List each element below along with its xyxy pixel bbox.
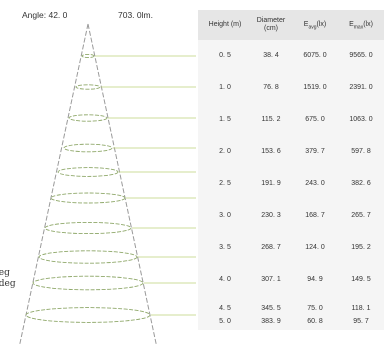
luminous-flux-label: 703. 0lm. [118,10,153,20]
height-cell: 3. 5 [219,244,231,251]
column-header-height: Height (m) [200,10,250,40]
beam-ellipse [44,221,132,235]
cone-outline [19,23,157,344]
table-row: 0. 5 38. 4 6075. 0 9565. 0 [198,47,384,65]
emax-cell: 1063. 0 [349,116,373,123]
table-row: 2. 5 191. 9 243. 0 382. 6 [198,175,384,193]
beam-ellipse [25,307,151,323]
emax-cell: 382. 6 [351,180,371,187]
height-cell: 1. 0 [219,84,231,91]
column-header-emax-symbol: E [349,21,354,28]
diameter-cell: 230. 3 [261,212,281,219]
luminous-flux-text: 703. 0lm. [118,10,153,20]
eavg-cell: 243. 0 [305,180,325,187]
emax-cell: 2391. 0 [349,84,373,91]
beam-ellipse [75,84,101,90]
eavg-cell: 675. 0 [305,116,325,123]
illuminance-table: Height (m) Diameter (cm) Eavg(lx) Emax(l… [198,10,384,330]
table-row: 4. 0 307. 1 94. 9 149. 5 [198,271,384,289]
diameter-cell: 115. 2 [261,116,281,123]
height-cell: 2. 5 [219,180,231,187]
column-header-emax: Emax(lx) [338,10,384,40]
eavg-cell: 379. 7 [305,148,325,155]
cone-left-edge [19,23,89,344]
column-header-height-text: Height (m) [208,21,242,28]
eavg-cell: 94. 9 [307,276,323,283]
height-cell: 5. 0 [219,318,231,325]
emax-cell: 118. 1 [351,305,371,312]
height-cell: 4. 5 [219,305,231,312]
height-cell: 3. 0 [219,212,231,219]
beam-angle-text: Angle: 42. 0 [22,10,68,20]
column-header-diameter-text: Diameter [256,17,286,24]
height-cell: 4. 0 [219,276,231,283]
beam-ellipse [32,275,144,291]
diameter-cell: 76. 8 [263,84,279,91]
side-label-deg: deg [0,268,10,278]
table-row: 1. 0 76. 8 1519. 0 2391. 0 [198,79,384,97]
eavg-cell: 1519. 0 [303,84,327,91]
column-header-emax-unit: (lx) [363,21,373,28]
emax-cell: 95. 7 [353,318,369,325]
column-header-diameter: Diameter (cm) [250,10,292,40]
height-cell: 1. 5 [219,116,231,123]
cone-right-edge [87,23,157,344]
column-header-eavg-symbol: E [303,21,309,28]
beam-ellipse [57,167,119,177]
side-label-0deg: 0deg [0,279,16,289]
table-row: 3. 5 268. 7 124. 0 195. 2 [198,239,384,257]
column-header-eavg: Eavg(lx) [292,10,338,40]
diameter-cell: 153. 6 [261,148,281,155]
diameter-cell: 345. 5 [261,305,281,312]
column-header-eavg-subscript: avg [308,24,317,31]
diameter-cell: 268. 7 [261,244,281,251]
beam-ellipse [50,192,126,204]
beam-angle-label: Angle: 42. 0 [22,10,67,20]
column-header-diameter-unit: (cm) [264,25,278,32]
table-row: 2. 0 153. 6 379. 7 597. 8 [198,143,384,161]
beam-ellipses [25,53,151,323]
table-row: 5. 0 383. 9 60. 8 95. 7 [198,314,384,330]
beam-ellipse [68,114,108,122]
emax-cell: 195. 2 [351,244,371,251]
beam-ellipse [63,143,113,153]
leader-lines [95,55,196,316]
beam-ellipse [81,53,95,59]
beam-ellipse [38,250,138,264]
diameter-cell: 307. 1 [261,276,281,283]
column-header-eavg-unit: (lx) [316,21,327,28]
diameter-cell: 38. 4 [263,52,279,59]
diameter-cell: 191. 9 [261,180,281,187]
height-cell: 2. 0 [219,148,231,155]
eavg-cell: 124. 0 [305,244,325,251]
table-row: 3. 0 230. 3 168. 7 265. 7 [198,207,384,225]
emax-cell: 265. 7 [351,212,371,219]
table-row: 4. 5 345. 5 75. 0 118. 1 [198,300,384,318]
table-header: Height (m) Diameter (cm) Eavg(lx) Emax(l… [198,10,384,40]
table-row: 1. 5 115. 2 675. 0 1063. 0 [198,111,384,129]
eavg-cell: 60. 8 [307,318,323,325]
column-header-emax-subscript: max [353,24,364,31]
eavg-cell: 6075. 0 [303,52,327,59]
height-cell: 0. 5 [219,52,231,59]
diameter-cell: 383. 9 [261,318,281,325]
eavg-cell: 168. 7 [305,212,325,219]
emax-cell: 9565. 0 [349,52,373,59]
emax-cell: 149. 5 [351,276,371,283]
emax-cell: 597. 8 [351,148,371,155]
eavg-cell: 75. 0 [307,305,323,312]
